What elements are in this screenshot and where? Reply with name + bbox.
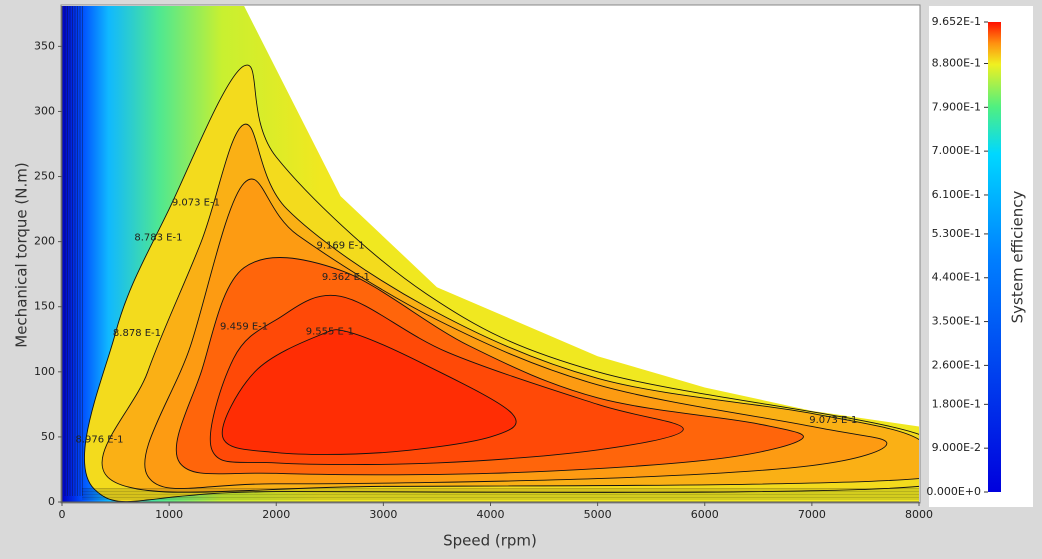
x-axis-title: Speed (rpm) <box>443 532 537 550</box>
y-tick-label: 350 <box>34 39 55 52</box>
y-tick-label: 150 <box>34 300 55 313</box>
y-tick-label: 0 <box>48 495 55 508</box>
colorbar-tick-label: 2.600E-1 <box>932 358 981 371</box>
x-tick-label: 4000 <box>477 508 505 521</box>
x-tick-label: 8000 <box>905 508 933 521</box>
colorbar-tick-label: 1.800E-1 <box>932 397 981 410</box>
contour-label: 8.976 E-1 <box>75 435 123 446</box>
colorbar-tick-label: 3.500E-1 <box>932 315 981 328</box>
y-tick-label: 50 <box>41 430 55 443</box>
colorbar-tick-label: 7.000E-1 <box>932 144 981 157</box>
contour-label: 9.459 E-1 <box>220 321 268 332</box>
x-tick-label: 6000 <box>691 508 719 521</box>
colorbar-tick-label: 6.100E-1 <box>932 188 981 201</box>
colorbar-tick-label: 8.800E-1 <box>932 56 981 69</box>
colorbar-title: System efficiency <box>1009 191 1027 324</box>
contour-label: 9.169 E-1 <box>316 241 364 252</box>
x-tick-label: 7000 <box>798 508 826 521</box>
x-tick-label: 3000 <box>369 508 397 521</box>
y-tick-label: 300 <box>34 104 55 117</box>
y-tick-label: 100 <box>34 365 55 378</box>
contour-label: 8.783 E-1 <box>134 233 182 244</box>
x-tick-label: 1000 <box>155 508 183 521</box>
y-tick-label: 250 <box>34 170 55 183</box>
y-tick-label: 200 <box>34 235 55 248</box>
contour-label: 9.362 E-1 <box>322 272 370 283</box>
y-axis-title: Mechanical torque (N.m) <box>13 162 31 347</box>
contour-label: 9.555 E-1 <box>306 326 354 337</box>
colorbar-tick-label: 9.000E-2 <box>932 441 981 454</box>
contour-label: 8.878 E-1 <box>113 328 161 339</box>
colorbar-tick-label: 4.400E-1 <box>932 271 981 284</box>
colorbar-tick-label: 5.300E-1 <box>932 227 981 240</box>
colorbar-tick-label: 0.000E+0 <box>926 485 981 498</box>
contour-label: 9.073 E-1 <box>809 415 857 426</box>
contour-label: 9.073 E-1 <box>172 198 220 209</box>
colorbar-panel <box>929 6 1033 507</box>
colorbar-tick-label: 9.652E-1 <box>932 15 981 28</box>
colorbar-tick-label: 7.900E-1 <box>932 100 981 113</box>
contour-region <box>221 329 517 455</box>
x-tick-label: 0 <box>59 508 66 521</box>
x-tick-label: 5000 <box>584 508 612 521</box>
x-tick-label: 2000 <box>262 508 290 521</box>
colorbar <box>988 22 1001 492</box>
overlay: 9.073 E-1 8.783 E-1 9.169 E-1 9.362 E-1 9.45… <box>64 6 919 500</box>
